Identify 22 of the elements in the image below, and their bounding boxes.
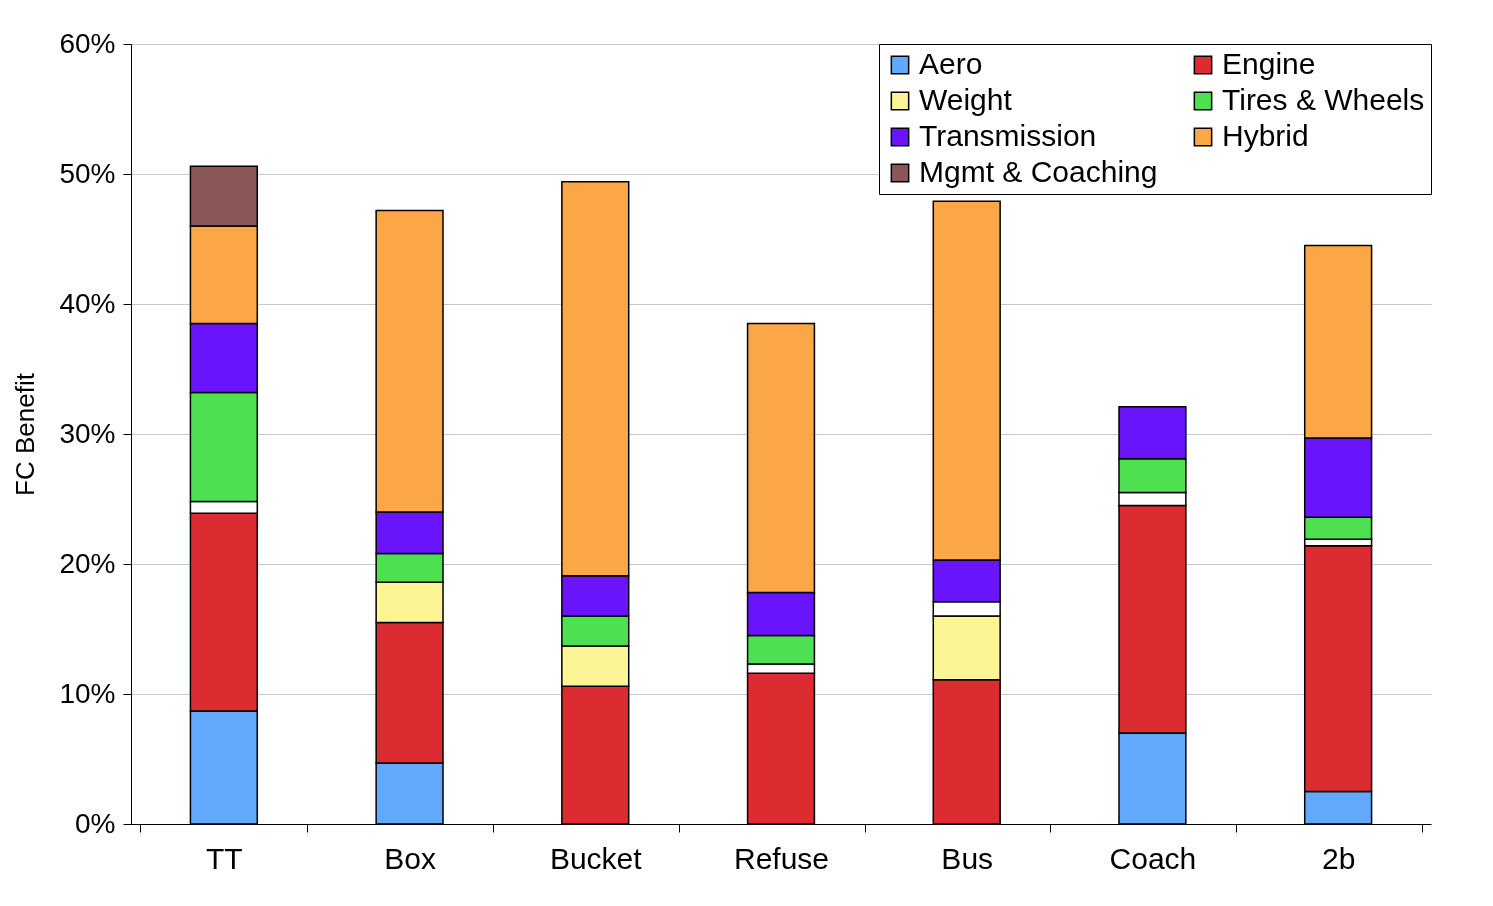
y-tick-label: 0% [75,807,116,839]
legend-label: Tires & Wheels [1222,83,1425,116]
y-tick-label: 60% [59,27,116,59]
legend-label: Weight [919,83,1013,116]
x-tick-label: Coach [1109,841,1197,875]
y-axis-title: FC Benefit [10,372,41,496]
y-tick-label: 10% [59,677,116,709]
y-tick-label: 40% [59,287,116,319]
legend-label: Transmission [919,119,1097,152]
x-tick-label: Refuse [733,841,830,875]
x-tick-label: TT [206,841,243,875]
legend-label: Hybrid [1222,119,1309,152]
x-tick-label: Box [384,841,436,875]
x-tick-label: Bus [941,841,994,875]
legend-label: Aero [919,47,983,80]
legend-label: Mgmt & Coaching [919,155,1158,188]
y-tick-label: 30% [59,417,116,449]
y-tick-label: 20% [59,547,116,579]
x-tick-label: Bucket [549,841,643,875]
x-tick-label: 2b [1321,841,1356,875]
legend-label: Engine [1222,47,1316,80]
y-tick-label: 50% [59,157,116,189]
